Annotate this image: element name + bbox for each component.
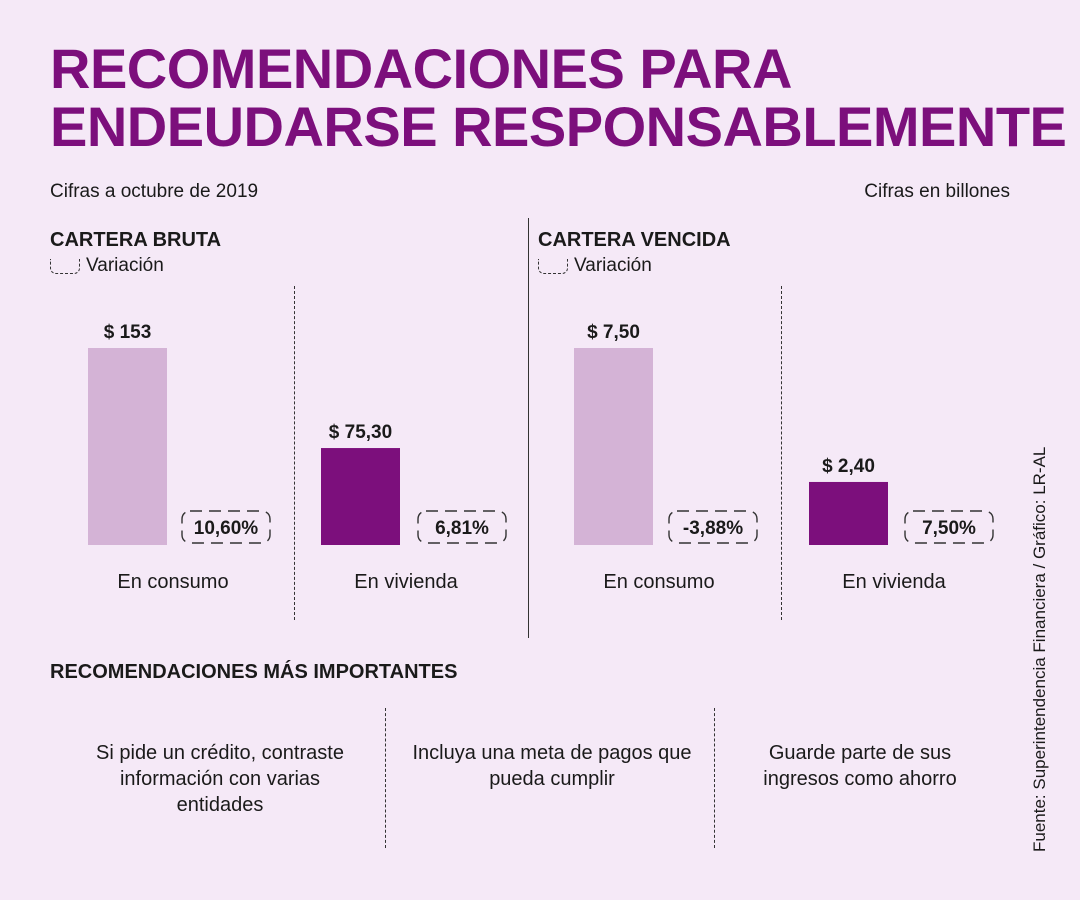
divider-rec-1 <box>385 708 386 848</box>
panel-title-vencida: CARTERA VENCIDA <box>538 229 731 251</box>
title-line-1: RECOMENDACIONES PARA <box>50 37 792 100</box>
variation-label: 6,81% <box>435 518 489 539</box>
bar <box>321 448 400 545</box>
value-label: $ 75,30 <box>329 422 392 443</box>
variation-key-icon <box>50 258 80 274</box>
recommendations-title: RECOMENDACIONES MÁS IMPORTANTES <box>50 661 458 683</box>
bar <box>88 348 167 545</box>
units-note: Cifras en billones <box>864 181 1010 202</box>
legend-label: Variación <box>574 255 652 276</box>
legend-label: Variación <box>86 255 164 276</box>
legend-vencida: Variación <box>538 255 652 277</box>
bar <box>574 348 653 545</box>
legend-bruta: Variación <box>50 255 164 277</box>
value-label: $ 153 <box>104 322 152 343</box>
category-label: En consumo <box>603 571 714 593</box>
value-label: $ 7,50 <box>587 322 640 343</box>
variation-label: 7,50% <box>922 518 976 539</box>
value-label: $ 2,40 <box>822 456 875 477</box>
divider-vencida <box>781 286 782 620</box>
variation-label: -3,88% <box>683 518 743 539</box>
bar-charts: $ 153 10,60% En consumo $ 75,30 6,81% En vivi… <box>88 322 994 593</box>
divider-bruta <box>294 286 295 620</box>
variation-label: 10,60% <box>194 518 259 539</box>
page-title: RECOMENDACIONES PARA ENDEUDARSE RESPONSA… <box>50 37 1067 158</box>
category-label: En consumo <box>117 571 228 593</box>
recommendation-3: Guarde parte de sus ingresos como ahorro <box>763 742 957 790</box>
divider-panels <box>528 218 529 638</box>
source-note: Fuente: Superintendencia Financiera / Gr… <box>1030 446 1049 852</box>
variation-key-icon <box>538 258 568 274</box>
title-line-2: ENDEUDARSE RESPONSABLEMENTE <box>50 95 1067 158</box>
recommendation-2: Incluya una meta de pagos que pueda cump… <box>412 742 692 790</box>
panel-title-bruta: CARTERA BRUTA <box>50 229 222 251</box>
recommendation-1: Si pide un crédito, contraste informació… <box>96 742 344 816</box>
date-note: Cifras a octubre de 2019 <box>50 181 259 202</box>
bar <box>809 481 888 545</box>
divider-rec-2 <box>714 708 715 848</box>
category-label: En vivienda <box>842 571 946 593</box>
category-label: En vivienda <box>354 571 458 593</box>
